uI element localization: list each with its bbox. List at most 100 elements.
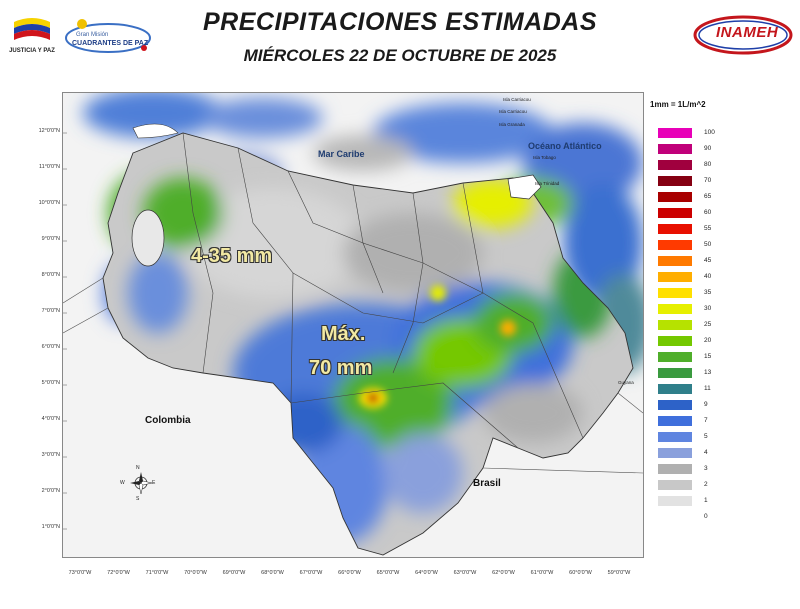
longitude-tick-label: 67°0'0"W — [299, 570, 323, 576]
precipitation-legend: 1mm = 1L/m^2 100 90 80 70 65 60 55 50 45 40 35 30 25… — [650, 92, 800, 552]
legend-swatch — [658, 336, 692, 347]
legend-value: 4 — [704, 449, 708, 456]
compass-s: S — [136, 496, 140, 502]
legend-value: 13 — [704, 369, 712, 376]
mision-line2: CUADRANTES DE PAZ — [72, 40, 149, 47]
longitude-tick-label: 71°0'0"W — [145, 570, 169, 576]
longitude-tick-label: 66°0'0"W — [338, 570, 361, 576]
sea-label-atlantico: Océano Atlántico — [528, 141, 602, 151]
page-title: PRECIPITACIONES ESTIMADAS — [202, 8, 598, 36]
legend-value: 80 — [704, 161, 712, 168]
legend-value: 11 — [704, 385, 711, 392]
legend-swatch — [658, 432, 692, 443]
page-date: MIÉRCOLES 22 DE OCTUBRE DE 2025 — [243, 46, 557, 65]
legend-swatch — [658, 384, 692, 395]
latitude-tick-label: 8°0'0"N — [41, 272, 60, 278]
legend-swatch — [658, 192, 692, 203]
island-label-3: Isla Granada — [499, 122, 525, 127]
latitude-tick-label: 12°0'0"N — [38, 128, 60, 134]
legend-swatch — [658, 352, 692, 363]
latitude-tick-label: 2°0'0"N — [41, 488, 60, 494]
longitude-tick-label: 65°0'0"W — [376, 570, 400, 576]
longitude-tick-label: 62°0'0"W — [492, 570, 515, 576]
map-canvas — [63, 93, 643, 557]
legend-value: 100 — [704, 129, 715, 136]
inameh-ring-icon — [693, 15, 793, 55]
precipitation-map: Mar Caribe Océano Atlántico Isla Carriac… — [62, 92, 644, 558]
legend-item: 5 — [658, 432, 718, 443]
legend-item: 7 — [658, 416, 718, 427]
graticule-ticks — [63, 132, 67, 530]
legend-value: 50 — [704, 241, 712, 248]
max-label-line1: Máx. — [321, 323, 366, 345]
compass-n: N — [136, 465, 140, 471]
legend-value: 90 — [704, 145, 712, 152]
legend-value: 15 — [704, 353, 712, 360]
legend-value: 5 — [704, 433, 708, 440]
legend-swatch — [658, 224, 692, 235]
latitude-tick-label: 9°0'0"N — [41, 236, 60, 242]
longitude-tick-label: 63°0'0"W — [453, 570, 477, 576]
legend-item: 0 — [658, 512, 718, 523]
legend-item: 100 — [658, 128, 718, 139]
legend-value: 0 — [704, 513, 708, 520]
legend-swatch — [658, 448, 692, 459]
latitude-tick-label: 6°0'0"N — [41, 344, 60, 350]
latitude-tick-label: 11°0'0"N — [38, 164, 60, 170]
legend-item: 25 — [658, 320, 718, 331]
legend-value: 35 — [704, 289, 712, 296]
legend-item: 80 — [658, 160, 718, 171]
legend-item: 1 — [658, 496, 718, 507]
legend-swatch — [658, 176, 692, 187]
sea-label-caribe: Mar Caribe — [318, 149, 365, 159]
legend-swatch — [658, 144, 692, 155]
legend-swatch — [658, 256, 692, 267]
legend-swatch — [658, 368, 692, 379]
legend-value: 40 — [704, 273, 712, 280]
legend-item: 13 — [658, 368, 718, 379]
legend-swatch — [658, 240, 692, 251]
legend-item: 55 — [658, 224, 718, 235]
state-borders — [182, 132, 584, 449]
legend-swatch — [658, 272, 692, 283]
legend-title: 1mm = 1L/m^2 — [650, 100, 706, 109]
legend-item: 15 — [658, 352, 718, 363]
legend-value: 65 — [704, 193, 712, 200]
guyana-label: Guyana — [618, 380, 634, 385]
island-label-1: Isla Carriacou — [503, 97, 531, 102]
legend-swatch — [658, 416, 692, 427]
legend-item: 90 — [658, 144, 718, 155]
latitude-tick-label: 7°0'0"N — [41, 308, 60, 314]
longitude-tick-label: 73°0'0"W — [68, 570, 92, 576]
latitude-tick-label: 10°0'0"N — [38, 200, 60, 206]
legend-swatch — [658, 160, 692, 171]
legend-value: 7 — [704, 417, 708, 424]
compass-w: W — [120, 480, 125, 486]
legend-value: 30 — [704, 305, 712, 312]
legend-swatch — [658, 496, 692, 507]
latitude-tick-label: 5°0'0"N — [41, 380, 60, 386]
legend-item: 45 — [658, 256, 718, 267]
legend-item: 70 — [658, 176, 718, 187]
legend-value: 45 — [704, 257, 712, 264]
longitude-tick-label: 70°0'0"W — [184, 570, 207, 576]
latitude-tick-label: 4°0'0"N — [41, 416, 60, 422]
brasil-label: Brasil — [473, 478, 501, 489]
legend-item: 3 — [658, 464, 718, 475]
longitude-tick-label: 60°0'0"W — [569, 570, 592, 576]
legend-value: 60 — [704, 209, 712, 216]
legend-swatch — [658, 128, 692, 139]
compass-rose-icon — [130, 472, 153, 495]
inameh-logo: INAMEH — [692, 14, 794, 56]
legend-item: 30 — [658, 304, 718, 315]
paraguana-peninsula — [132, 123, 179, 139]
venezuela-flag-icon — [14, 18, 50, 40]
legend-item: 2 — [658, 480, 718, 491]
legend-item: 50 — [658, 240, 718, 251]
legend-swatch — [658, 512, 692, 523]
legend-item: 9 — [658, 400, 718, 411]
legend-swatch — [658, 288, 692, 299]
longitude-tick-label: 59°0'0"W — [607, 570, 631, 576]
colombia-label: Colombia — [145, 415, 191, 426]
max-label-line2: 70 mm — [309, 357, 373, 379]
